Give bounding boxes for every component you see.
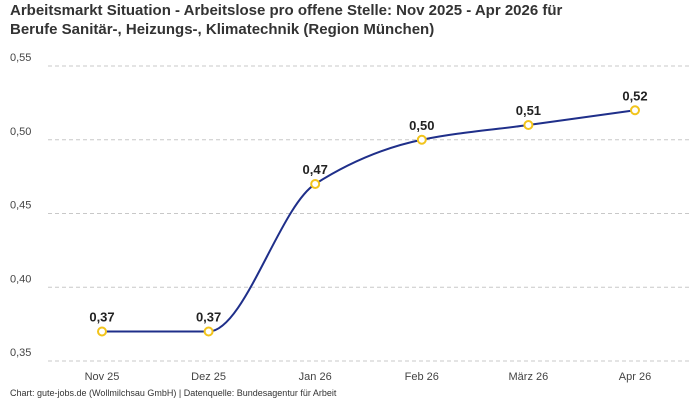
data-point-marker: [203, 326, 214, 337]
y-tick-label: 0,55: [10, 52, 31, 64]
data-point-marker: [416, 134, 427, 145]
data-label: 0,51: [516, 103, 541, 118]
data-point-marker: [630, 105, 640, 116]
y-tick-label: 0,45: [10, 200, 31, 212]
data-label: 0,37: [89, 310, 114, 325]
marker-layer: [97, 105, 640, 337]
y-tick-label: 0,35: [10, 347, 31, 359]
data-point-marker: [523, 120, 534, 130]
data-label: 0,50: [409, 118, 434, 133]
x-tick-label: Jan 26: [299, 371, 332, 383]
x-tick-label: Apr 26: [619, 371, 651, 383]
x-axis-ticks: Nov 25 Dez 25 Jan 26 Feb 26 März 26 Apr 26: [85, 371, 652, 383]
y-tick-label: 0,40: [10, 273, 31, 285]
x-tick-label: März 26: [509, 371, 549, 383]
data-point-marker: [310, 179, 321, 189]
x-tick-label: Dez 25: [191, 371, 226, 383]
x-tick-label: Feb 26: [405, 371, 439, 383]
grid-layer: [48, 65, 690, 362]
chart-title: Arbeitsmarkt Situation - Arbeitslose pro…: [10, 1, 690, 39]
series-line-layer: [102, 109, 636, 333]
data-point-marker: [97, 326, 107, 337]
data-label: 0,52: [622, 88, 647, 103]
chart-title-line-1: Arbeitsmarkt Situation - Arbeitslose pro…: [10, 2, 563, 19]
x-tick-label: Nov 25: [85, 371, 120, 383]
chart-footer: Chart: gute-jobs.de (Wollmilchsau GmbH) …: [10, 388, 337, 398]
series-line: [102, 109, 636, 333]
y-axis-ticks: 0,35 0,40 0,45 0,50 0,55: [10, 52, 31, 359]
data-label: 0,37: [196, 310, 221, 325]
data-label: 0,47: [303, 162, 328, 177]
data-label-layer: 0,37 0,37 0,47 0,50 0,51 0,52: [89, 88, 647, 324]
y-tick-label: 0,50: [10, 126, 31, 138]
chart-title-line-2: Berufe Sanitär-, Heizungs-, Klimatechnik…: [10, 21, 435, 38]
